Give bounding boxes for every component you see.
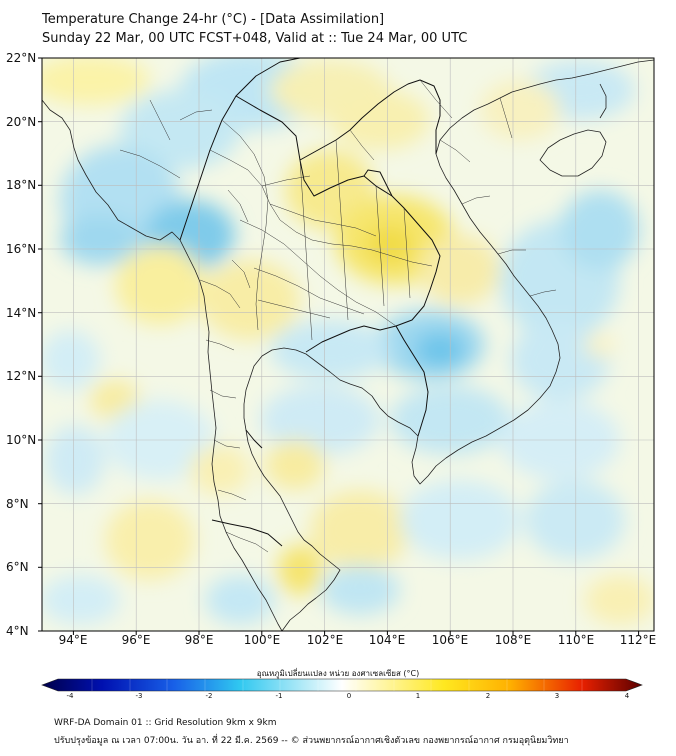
lat-label-16n: 16°N (6, 242, 37, 256)
colorbar-tick: -1 (275, 692, 283, 700)
colorbar-tick: 4 (624, 692, 630, 700)
coastlines (42, 59, 654, 631)
lon-label-106e: 106°E (431, 633, 469, 647)
lon-label-100e: 100°E (243, 633, 281, 647)
lat-label-18n: 18°N (6, 178, 37, 192)
lat-label-4n: 4°N (6, 624, 29, 638)
map-title: Temperature Change 24-hr (°C) - [Data As… (42, 12, 385, 27)
lat-label-20n: 20°N (6, 115, 37, 129)
lon-label-104e: 104°E (368, 633, 406, 647)
lat-label-14n: 14°N (6, 306, 37, 320)
colorbar-scale (41, 678, 643, 692)
colorbar-tick: -3 (135, 692, 143, 700)
lat-label-22n: 22°N (6, 51, 37, 65)
colorbar-tick: -4 (66, 692, 74, 700)
colorbar-tick: 2 (485, 692, 491, 700)
axis-ticks (38, 57, 640, 635)
lon-label-102e: 102°E (306, 633, 344, 647)
colorbar-tick: 3 (554, 692, 560, 700)
colorbar-tick: 0 (346, 692, 352, 700)
colorbar-title: อุณหภูมิเปลี่ยนแปลง หน่วย องศาเซลเซียส (… (256, 669, 420, 678)
lon-label-96e: 96°E (121, 633, 151, 647)
map-subtitle: Sunday 22 Mar, 00 UTC FCST+048, Valid at… (42, 31, 468, 46)
footer-credit: ปรับปรุงข้อมูล ณ เวลา 07:00น. วัน อา. ที… (54, 736, 569, 746)
colorbar-tick: -2 (205, 692, 213, 700)
temperature-field (42, 58, 654, 631)
lat-label-10n: 10°N (6, 433, 37, 447)
province-borders (119, 79, 557, 553)
graticule (42, 58, 654, 631)
national-borders (179, 58, 441, 547)
colorbar (41, 678, 643, 692)
lat-label-12n: 12°N (6, 369, 37, 383)
lat-label-8n: 8°N (6, 497, 29, 511)
footer-model-info: WRF-DA Domain 01 :: Grid Resolution 9km … (54, 718, 277, 728)
map-frame (41, 57, 655, 632)
lon-label-94e: 94°E (58, 633, 88, 647)
lat-label-6n: 6°N (6, 560, 29, 574)
lon-label-112e: 112°E (619, 633, 657, 647)
colorbar-tick: 1 (415, 692, 421, 700)
lon-label-108e: 108°E (494, 633, 532, 647)
lon-label-110e: 110°E (557, 633, 595, 647)
lon-label-98e: 98°E (184, 633, 214, 647)
